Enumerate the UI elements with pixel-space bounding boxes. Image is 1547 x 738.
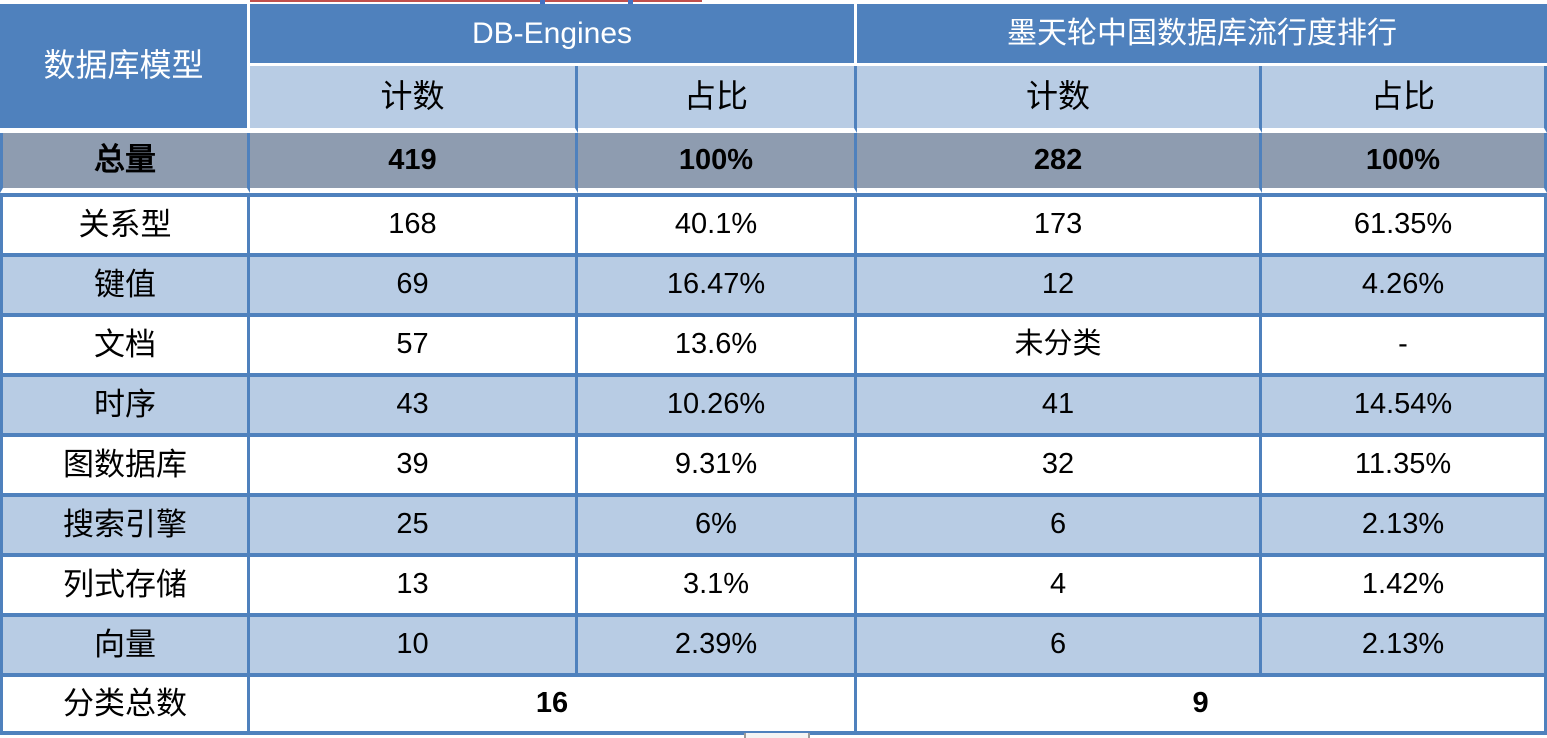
- subheader-row: 计数 占比 计数 占比: [0, 66, 1547, 133]
- corner-header-database-model: 数据库模型: [0, 4, 250, 133]
- row-label: 分类总数: [0, 673, 250, 735]
- table-row-vector: 向量 10 2.39% 6 2.13%: [0, 613, 1547, 673]
- subheader-count-db-engines: 计数: [250, 66, 578, 133]
- cell-value: 11.35%: [1262, 433, 1547, 493]
- cell-value: 100%: [578, 133, 858, 193]
- cell-value: 10.26%: [578, 373, 858, 433]
- cell-value: 100%: [1262, 133, 1547, 193]
- group-header-db-engines: DB-Engines: [250, 4, 858, 66]
- cell-value: 43: [250, 373, 578, 433]
- cell-value: 4: [857, 553, 1263, 613]
- subheader-count-modb: 计数: [857, 66, 1263, 133]
- cell-value: 40.1%: [578, 193, 858, 253]
- table-row-total: 总量 419 100% 282 100%: [0, 133, 1547, 193]
- row-label: 向量: [0, 613, 250, 673]
- cell-value: 168: [250, 193, 578, 253]
- table-row-search-engine: 搜索引擎 25 6% 6 2.13%: [0, 493, 1547, 553]
- cell-value: 9.31%: [578, 433, 858, 493]
- row-label: 图数据库: [0, 433, 250, 493]
- table-row-column-store: 列式存储 13 3.1% 4 1.42%: [0, 553, 1547, 613]
- table-row-graph: 图数据库 39 9.31% 32 11.35%: [0, 433, 1547, 493]
- subheader-share-modb: 占比: [1262, 66, 1547, 133]
- cell-value: 1.42%: [1262, 553, 1547, 613]
- row-label: 总量: [0, 133, 250, 193]
- cell-value: 13: [250, 553, 578, 613]
- table-row-key-value: 键值 69 16.47% 12 4.26%: [0, 253, 1547, 313]
- cropped-text-artifact: [540, 0, 545, 5]
- cell-value: 57: [250, 313, 578, 373]
- cell-value: 6: [857, 613, 1263, 673]
- cell-value: 69: [250, 253, 578, 313]
- cell-value: 3.1%: [578, 553, 858, 613]
- row-label: 搜索引擎: [0, 493, 250, 553]
- cell-value: 6: [857, 493, 1263, 553]
- cell-value: 419: [250, 133, 578, 193]
- row-label: 关系型: [0, 193, 250, 253]
- cell-value: 13.6%: [578, 313, 858, 373]
- row-label: 文档: [0, 313, 250, 373]
- table-row-relational: 关系型 168 40.1% 173 61.35%: [0, 193, 1547, 253]
- cell-value: 16.47%: [578, 253, 858, 313]
- cropped-text-artifact: [628, 0, 633, 5]
- table-row-time-series: 时序 43 10.26% 41 14.54%: [0, 373, 1547, 433]
- subheader-share-db-engines: 占比: [578, 66, 858, 133]
- cell-value: 4.26%: [1262, 253, 1547, 313]
- cell-value: 2.13%: [1262, 613, 1547, 673]
- group-header-row: 数据库模型 DB-Engines 墨天轮中国数据库流行度排行: [0, 4, 1547, 133]
- cell-value: 25: [250, 493, 578, 553]
- cell-value: 未分类: [857, 313, 1263, 373]
- cell-value: 14.54%: [1262, 373, 1547, 433]
- cell-value: 282: [857, 133, 1263, 193]
- table-row-category-count: 分类总数 16 9: [0, 673, 1547, 735]
- cell-value: 12: [857, 253, 1263, 313]
- cell-value-modb-categories: 9: [857, 673, 1547, 735]
- scrollbar-artifact: [744, 733, 810, 738]
- cell-value: 41: [857, 373, 1263, 433]
- cell-value: 2.13%: [1262, 493, 1547, 553]
- cell-value: 173: [857, 193, 1263, 253]
- cell-value: 2.39%: [578, 613, 858, 673]
- cropped-red-underline-artifact: [250, 0, 702, 2]
- cell-value-db-engines-categories: 16: [250, 673, 858, 735]
- cell-value: 39: [250, 433, 578, 493]
- cell-value: -: [1262, 313, 1547, 373]
- group-header-modb-ranking: 墨天轮中国数据库流行度排行: [857, 4, 1547, 66]
- cell-value: 10: [250, 613, 578, 673]
- cell-value: 32: [857, 433, 1263, 493]
- row-label: 键值: [0, 253, 250, 313]
- row-label: 时序: [0, 373, 250, 433]
- row-label: 列式存储: [0, 553, 250, 613]
- cell-value: 6%: [578, 493, 858, 553]
- cell-value: 61.35%: [1262, 193, 1547, 253]
- database-model-comparison-table: 数据库模型 DB-Engines 墨天轮中国数据库流行度排行 计数 占比 计数 …: [0, 4, 1547, 735]
- table-row-document: 文档 57 13.6% 未分类 -: [0, 313, 1547, 373]
